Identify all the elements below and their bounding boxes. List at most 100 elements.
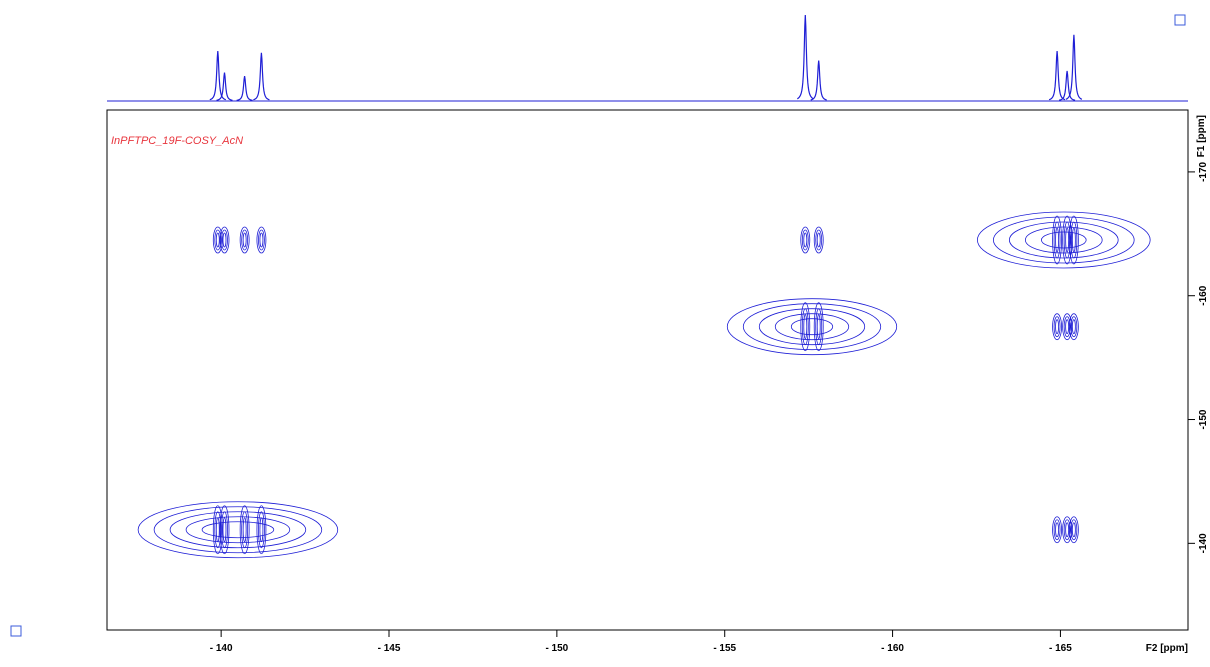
contour: [215, 517, 220, 543]
contour: [1062, 313, 1073, 341]
contour: [1063, 221, 1071, 259]
projection-peak: [1058, 70, 1076, 101]
contour: [219, 226, 230, 254]
contour: [201, 521, 275, 539]
x-tick-label: - 140: [210, 643, 233, 654]
contour: [800, 302, 811, 352]
y-axis-label: F1 [ppm]: [1196, 115, 1207, 157]
y-tick-label: -170: [1198, 161, 1209, 181]
contour: [1053, 316, 1061, 338]
contour: [239, 505, 250, 555]
contour: [816, 314, 821, 340]
contour: [241, 229, 249, 251]
projection-peak: [1048, 51, 1066, 101]
contour: [1053, 519, 1061, 541]
projection-peak: [216, 72, 233, 101]
contour: [992, 216, 1135, 264]
contour: [169, 511, 307, 549]
contour: [212, 226, 223, 254]
contour: [1071, 522, 1076, 538]
contour: [1070, 519, 1078, 541]
contour: [214, 229, 222, 251]
contour: [1065, 522, 1070, 538]
contour: [800, 226, 811, 254]
projection-peak: [1065, 34, 1083, 100]
contour: [1065, 319, 1070, 335]
contour: [801, 229, 809, 251]
projection-peak: [810, 60, 827, 101]
contour: [153, 506, 323, 554]
contour: [259, 232, 264, 248]
contour: [242, 517, 247, 543]
contour: [803, 232, 808, 248]
contour: [1055, 227, 1059, 253]
contour: [259, 517, 264, 543]
projection-peak: [796, 14, 814, 100]
contour: [803, 314, 808, 340]
contour: [258, 511, 265, 549]
contour: [774, 313, 850, 341]
contour: [1040, 231, 1087, 249]
contour: [258, 229, 265, 251]
contour: [815, 308, 823, 346]
contour: [219, 505, 230, 555]
contour: [813, 226, 824, 254]
contour: [137, 501, 339, 559]
corner-box: [10, 625, 22, 637]
contour: [256, 505, 267, 555]
x-axis-label: F2 [ppm]: [1146, 643, 1188, 654]
contour: [256, 226, 267, 254]
x-tick-label: - 165: [1049, 643, 1072, 654]
contour: [1065, 227, 1070, 253]
contour: [1052, 516, 1062, 544]
contour: [212, 505, 223, 555]
projection-peak: [253, 52, 270, 101]
contour: [816, 232, 821, 248]
contour: [1068, 215, 1079, 265]
contour: [1070, 316, 1078, 338]
contour: [1053, 221, 1061, 259]
contour: [1063, 316, 1071, 338]
contour: [221, 229, 228, 251]
projection-peak: [236, 76, 253, 101]
chart-title: InPFTPC_19F-COSY_AcN: [111, 135, 243, 147]
contour: [1070, 221, 1078, 259]
contour: [242, 232, 247, 248]
y-tick-label: -160: [1198, 285, 1209, 305]
contour: [1062, 215, 1073, 265]
corner-box: [1174, 14, 1186, 26]
y-tick-label: -150: [1198, 409, 1209, 429]
contour: [185, 516, 291, 544]
contour: [222, 517, 227, 543]
contour: [1055, 319, 1059, 335]
x-tick-label: - 155: [713, 643, 736, 654]
contour: [813, 302, 824, 352]
contour: [726, 298, 898, 356]
x-tick-label: - 150: [545, 643, 568, 654]
contour: [1063, 519, 1071, 541]
contour: [801, 308, 809, 346]
contour: [215, 232, 220, 248]
contour: [222, 232, 227, 248]
x-tick-label: - 145: [378, 643, 401, 654]
contour: [1071, 319, 1076, 335]
contour: [241, 511, 249, 549]
contour: [1062, 516, 1073, 544]
x-tick-label: - 160: [881, 643, 904, 654]
projection-peak: [209, 51, 227, 101]
contour: [976, 211, 1151, 269]
contour: [1052, 313, 1062, 341]
contour: [221, 511, 228, 549]
contour: [1055, 522, 1059, 538]
contour: [1068, 516, 1079, 544]
contour: [790, 318, 834, 336]
contour: [742, 303, 882, 351]
contour: [214, 511, 222, 549]
contour: [1068, 313, 1079, 341]
contour: [758, 308, 866, 346]
contour: [239, 226, 250, 254]
plot-frame: [106, 109, 1189, 631]
contour: [1071, 227, 1076, 253]
y-tick-label: -140: [1198, 533, 1209, 553]
